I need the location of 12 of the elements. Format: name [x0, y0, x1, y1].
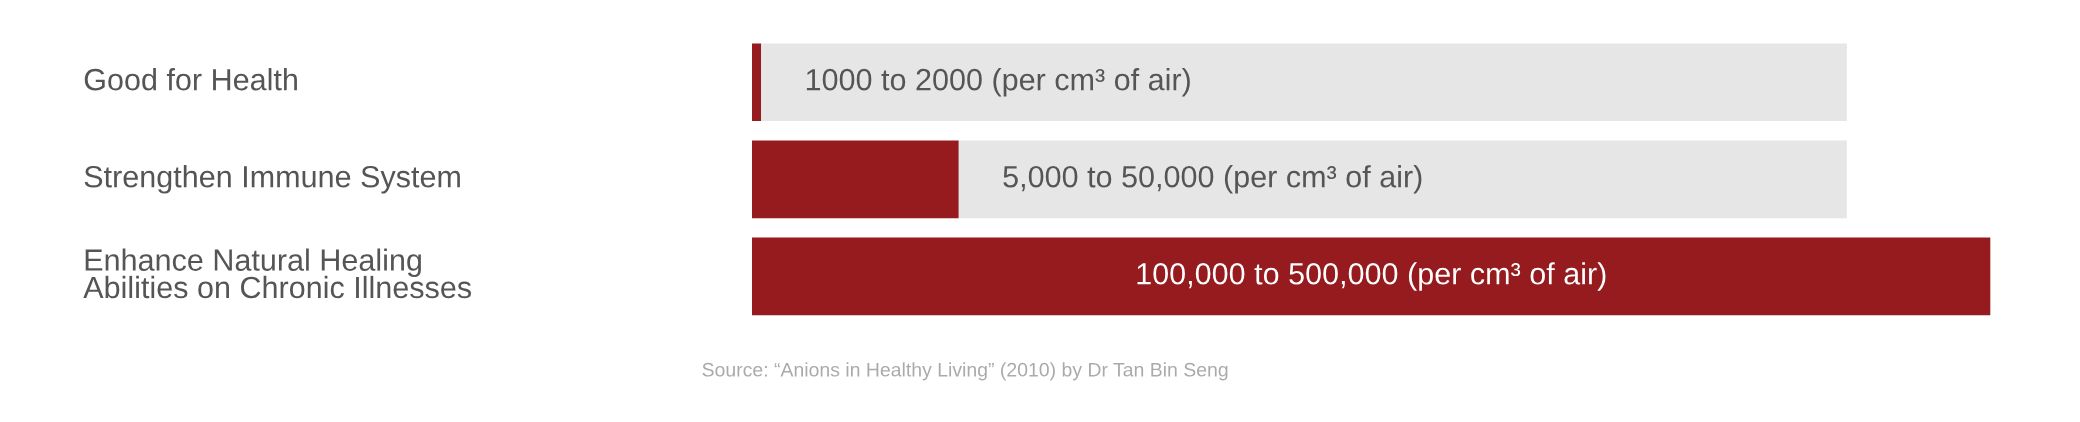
y-tick-label: Enhance Natural Healing Abilities on Chronic Illnesses — [83, 248, 472, 299]
bar — [958, 140, 1847, 219]
bar — [761, 43, 1847, 122]
y-tick-label: Strengthen Immune System — [84, 165, 460, 194]
annotation: 5,000 to 50,000 (per cm³ of air) — [1003, 165, 1422, 194]
bar — [751, 140, 959, 219]
y-tick-label: Good for Health — [84, 68, 297, 91]
annotation: Source: “Anions in Healthy Living” (2010) by Dr Tan Bin Seng — [702, 362, 1228, 381]
bar — [751, 43, 762, 122]
annotation: 100,000 to 500,000 (per cm³ of air) — [1137, 262, 1606, 291]
annotation: 1000 to 2000 (per cm³ of air) — [806, 68, 1190, 97]
bar — [751, 237, 1991, 316]
